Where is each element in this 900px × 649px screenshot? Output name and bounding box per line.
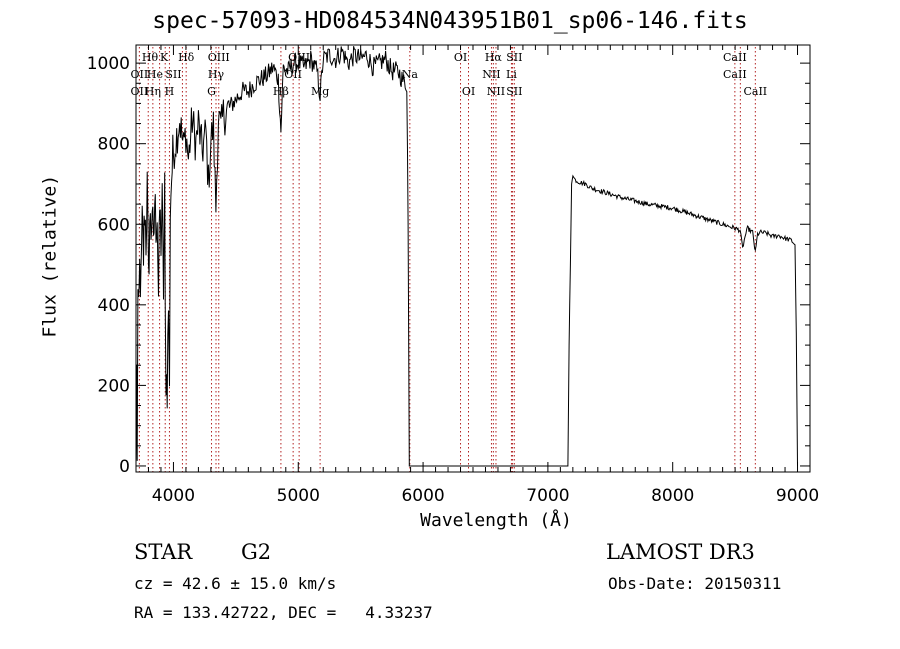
x-axis-ticks: 4000 5000 6000 7000 8000 9000	[135, 45, 819, 506]
line-label: H	[165, 85, 175, 98]
line-label: Hβ	[273, 85, 289, 98]
x-tick-label: 8000	[651, 486, 694, 506]
y-axis-ticks: 0 200 400 600 800 1000	[87, 54, 810, 477]
chart-title: spec-57093-HD084534N043951B01_sp06-146.f…	[152, 8, 748, 34]
object-subclass: G2	[241, 540, 272, 564]
spectrum-line	[135, 46, 798, 467]
x-tick-label: 5000	[277, 486, 320, 506]
line-label: NII	[482, 68, 500, 81]
line-label: Na	[402, 68, 419, 81]
survey-name: LAMOST DR3	[606, 540, 755, 564]
line-label: OI	[462, 85, 475, 98]
x-axis-label: Wavelength (Å)	[420, 510, 572, 531]
line-label: Hγ	[208, 68, 225, 81]
line-label: OIII	[208, 51, 230, 64]
y-tick-label: 600	[98, 215, 130, 235]
y-tick-label: 200	[98, 376, 130, 396]
line-label: CaII	[723, 68, 747, 81]
line-label: Li	[506, 68, 517, 81]
ra-dec: RA = 133.42722, DEC = 4.33237	[134, 603, 433, 622]
redshift-cz: cz = 42.6 ± 15.0 km/s	[134, 574, 337, 593]
y-tick-label: 400	[98, 296, 130, 316]
line-label: He	[147, 68, 163, 81]
x-tick-label: 9000	[776, 486, 819, 506]
line-label: Hθ	[142, 51, 159, 64]
y-tick-label: 800	[98, 135, 130, 155]
plot-frame	[135, 44, 811, 473]
x-tick-label: 7000	[526, 486, 569, 506]
line-label: OII	[131, 68, 149, 81]
line-label: OII	[284, 68, 302, 81]
line-label: CaII	[743, 85, 767, 98]
line-markers	[138, 47, 756, 472]
x-tick-label: 6000	[401, 486, 444, 506]
line-label: K	[160, 51, 169, 64]
line-label: Hη	[145, 85, 161, 98]
x-tick-label: 4000	[152, 486, 195, 506]
y-axis-label: Flux (relative)	[39, 174, 61, 337]
observation-date: Obs-Date: 20150311	[608, 574, 782, 593]
line-label: NII	[487, 85, 505, 98]
y-tick-label: 0	[119, 457, 130, 477]
line-label: OII	[131, 85, 149, 98]
object-class: STAR	[134, 540, 193, 564]
line-label: Hδ	[178, 51, 195, 64]
line-label: CaII	[723, 51, 747, 64]
line-label: Hα	[485, 51, 503, 64]
line-label: SII	[506, 51, 522, 64]
line-label: SII	[506, 85, 522, 98]
line-label: SII	[165, 68, 181, 81]
y-tick-label: 1000	[87, 54, 130, 74]
line-label: OI	[454, 51, 467, 64]
line-label: G	[207, 85, 216, 98]
